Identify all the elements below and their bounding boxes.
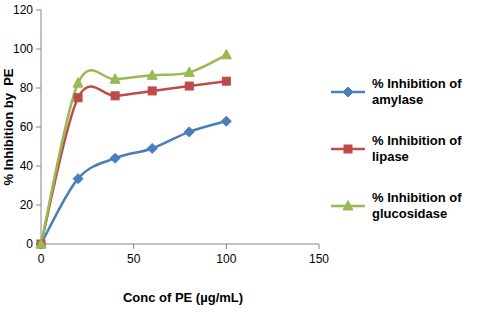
lines bbox=[41, 55, 226, 244]
series-marker bbox=[147, 70, 157, 80]
y-tick bbox=[36, 88, 41, 89]
legend-marker bbox=[343, 201, 353, 211]
legend: % Inhibition ofamylase% Inhibition oflip… bbox=[331, 76, 462, 221]
y-tick bbox=[36, 49, 41, 50]
x-tick bbox=[319, 244, 320, 249]
legend-label-line: lipase bbox=[372, 149, 409, 164]
series-marker bbox=[184, 67, 194, 77]
series-marker bbox=[74, 94, 82, 102]
y-tick-label: 60 bbox=[20, 120, 34, 134]
y-tick-label: 100 bbox=[13, 42, 33, 56]
y-tick-label: 0 bbox=[26, 237, 33, 251]
x-tick-label: 100 bbox=[216, 252, 236, 266]
y-tick-label: 40 bbox=[20, 159, 34, 173]
x-tick-label: 150 bbox=[309, 252, 329, 266]
series-marker bbox=[221, 116, 231, 126]
chart-svg: 0 20 40 60 80 100 120 0 50 100 150 Conc of PE (µg/m… bbox=[0, 0, 502, 318]
legend-marker bbox=[344, 145, 352, 153]
legend-label: % Inhibition oflipase bbox=[372, 133, 462, 164]
chart-root: 0 20 40 60 80 100 120 0 50 100 150 Conc of PE (µg/m… bbox=[0, 0, 502, 318]
y-axis-title: % Inhibition by PE bbox=[1, 68, 16, 185]
y-tick bbox=[36, 10, 41, 11]
legend-label-line: amylase bbox=[372, 92, 423, 107]
y-tick-label: 80 bbox=[20, 81, 34, 95]
series-marker bbox=[110, 153, 120, 163]
series-marker bbox=[148, 87, 156, 95]
y-tick bbox=[36, 127, 41, 128]
x-axis-title: Conc of PE (µg/mL) bbox=[123, 290, 243, 305]
series-line bbox=[41, 55, 226, 244]
series-marker bbox=[73, 174, 83, 184]
y-tick bbox=[36, 205, 41, 206]
x-tick bbox=[133, 244, 134, 249]
legend-label-line: % Inhibition of bbox=[372, 133, 462, 148]
legend-label-line: % Inhibition of bbox=[372, 190, 462, 205]
y-tick-label: 120 bbox=[13, 3, 33, 17]
y-tick bbox=[36, 166, 41, 167]
series-line bbox=[41, 81, 226, 244]
series-marker bbox=[36, 239, 46, 249]
series-marker bbox=[221, 49, 231, 59]
x-tick-label: 0 bbox=[38, 252, 45, 266]
series-marker bbox=[185, 82, 193, 90]
x-tick-label: 50 bbox=[127, 252, 141, 266]
series-marker bbox=[73, 78, 83, 88]
series-marker bbox=[111, 92, 119, 100]
series-line bbox=[41, 121, 226, 244]
legend-label: % Inhibition ofamylase bbox=[372, 76, 462, 107]
markers bbox=[36, 49, 231, 249]
series-marker bbox=[147, 143, 157, 153]
series-marker bbox=[184, 127, 194, 137]
series-marker bbox=[222, 77, 230, 85]
legend-marker bbox=[343, 87, 353, 97]
legend-label-line: glucosidase bbox=[372, 206, 447, 221]
series-marker bbox=[110, 74, 120, 84]
x-tick bbox=[226, 244, 227, 249]
legend-label-line: % Inhibition of bbox=[372, 76, 462, 91]
legend-label: % Inhibition ofglucosidase bbox=[372, 190, 462, 221]
y-tick-label: 20 bbox=[20, 198, 34, 212]
series-marker bbox=[36, 239, 46, 249]
x-axis-line bbox=[41, 244, 319, 245]
